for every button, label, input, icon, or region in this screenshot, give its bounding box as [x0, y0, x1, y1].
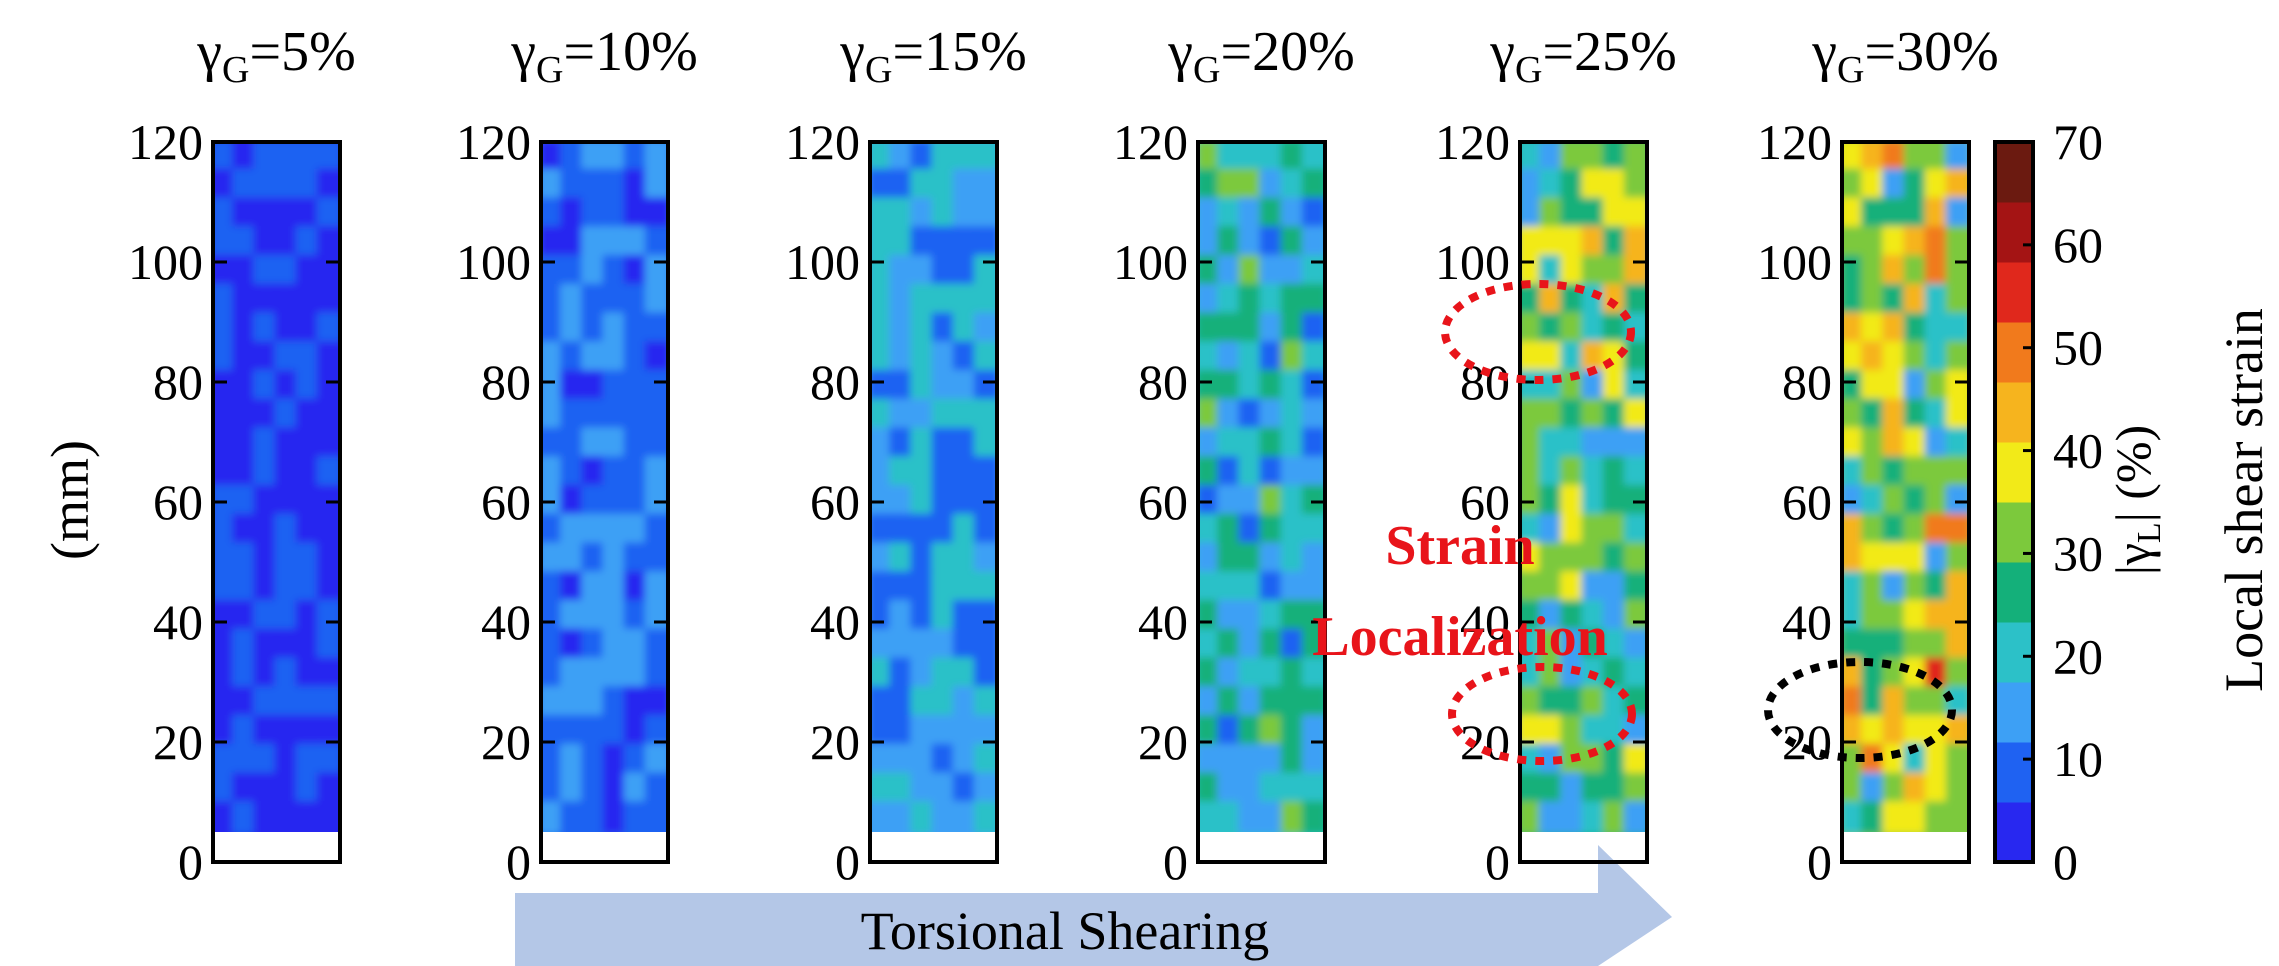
colorbar-segment [1995, 442, 2033, 503]
colorbar-tick-label: 0 [2053, 834, 2078, 890]
annotation-localization: Localization [1312, 606, 1608, 668]
colorbar-tick-label: 10 [2053, 731, 2103, 787]
y-tick-label: 60 [810, 474, 860, 530]
y-tick-label: 0 [178, 834, 203, 890]
panel-title: γG=15% [839, 21, 1026, 91]
y-tick-label: 120 [128, 114, 203, 170]
colorbar-segment [1995, 202, 2033, 263]
colorbar-segment [1995, 382, 2033, 443]
colorbar-segment [1995, 322, 2033, 383]
y-tick-label: 120 [1113, 114, 1188, 170]
y-tick-label: 20 [810, 714, 860, 770]
strain-field [870, 142, 997, 832]
y-axis-label: (mm) [40, 440, 100, 560]
y-tick-label: 120 [1435, 114, 1510, 170]
panel-title: γG=25% [1489, 21, 1676, 91]
y-tick-label: 120 [456, 114, 531, 170]
contour-panel-1: 0 20 40 60 80 100 120 γG=5% [128, 21, 356, 890]
colorbar-segment [1995, 742, 2033, 803]
colorbar-tick-label: 70 [2053, 114, 2103, 170]
y-tick-label: 100 [785, 234, 860, 290]
y-tick-label: 100 [1757, 234, 1832, 290]
y-tick-label: 60 [1138, 474, 1188, 530]
y-tick-label: 60 [153, 474, 203, 530]
y-tick-label: 100 [1113, 234, 1188, 290]
y-tick-label: 80 [1782, 354, 1832, 410]
y-tick-label: 20 [1138, 714, 1188, 770]
localization-marker-upper [1441, 280, 1635, 384]
y-tick-label: 120 [785, 114, 860, 170]
y-tick-label: 20 [481, 714, 531, 770]
y-tick-label: 100 [1435, 234, 1510, 290]
strain-field [1520, 142, 1647, 832]
y-tick-label: 100 [456, 234, 531, 290]
y-tick-label: 0 [1807, 834, 1832, 890]
y-tick-label: 40 [1782, 594, 1832, 650]
panel-title: γG=30% [1811, 21, 1998, 91]
colorbar-symbol-label: |γL| (%) [2105, 425, 2168, 575]
y-tick-label: 0 [506, 834, 531, 890]
colorbar-tick-label: 20 [2053, 628, 2103, 684]
strain-field [213, 142, 340, 832]
strain-localization-annotation: Strain Localization [1312, 280, 1956, 765]
y-tick-label: 60 [1782, 474, 1832, 530]
annotation-strain: Strain [1385, 515, 1534, 577]
y-tick-label: 60 [1460, 474, 1510, 530]
y-tick-label: 20 [153, 714, 203, 770]
colorbar-segment [1995, 262, 2033, 323]
y-tick-label: 40 [153, 594, 203, 650]
colorbar-tick-label: 60 [2053, 217, 2103, 273]
contour-panel-2: 0 20 40 60 80 100 120 γG=10% [456, 21, 698, 890]
colorbar-text-label: Local shear strain [2214, 308, 2274, 692]
torsional-shearing-arrow: Torsional Shearing [515, 845, 1672, 966]
localization-marker-lower [1448, 663, 1636, 765]
y-tick-label: 80 [1138, 354, 1188, 410]
colorbar-tick-label: 40 [2053, 423, 2103, 479]
y-tick-label: 0 [1163, 834, 1188, 890]
panel-title: γG=10% [510, 21, 697, 91]
contour-panel-3: 0 20 40 60 80 100 120 γG=15% [785, 21, 1027, 890]
y-tick-label: 40 [1138, 594, 1188, 650]
y-tick-label: 40 [481, 594, 531, 650]
y-tick-label: 0 [835, 834, 860, 890]
y-tick-label: 60 [481, 474, 531, 530]
colorbar-segment [1995, 682, 2033, 743]
localization-marker-black [1764, 658, 1956, 762]
y-tick-label: 120 [1757, 114, 1832, 170]
arrow-shape [515, 845, 1672, 966]
panel-title: γG=5% [196, 21, 355, 91]
panel-title: γG=20% [1167, 21, 1354, 91]
y-tick-label: 80 [481, 354, 531, 410]
y-tick-label: 80 [810, 354, 860, 410]
y-tick-label: 100 [128, 234, 203, 290]
colorbar-segment [1995, 142, 2033, 203]
colorbar: 0 10 20 30 40 50 60 70 |γL| (%) Local shear strai… [1993, 114, 2274, 890]
colorbar-segment [1995, 622, 2033, 683]
y-tick-label: 0 [1485, 834, 1510, 890]
y-tick-label: 80 [153, 354, 203, 410]
strain-field [1198, 142, 1325, 832]
y-tick-label: 40 [810, 594, 860, 650]
strain-field [541, 142, 668, 832]
colorbar-segment [1995, 802, 2033, 863]
y-tick-label: 40 [1460, 594, 1510, 650]
colorbar-frame [1993, 140, 2035, 864]
contour-panel-4: 0 20 40 60 80 100 120 γG=20% [1113, 21, 1355, 890]
colorbar-tick-label: 50 [2053, 320, 2103, 376]
colorbar-segment [1995, 562, 2033, 623]
arrow-text: Torsional Shearing [861, 901, 1270, 961]
colorbar-tick-label: 30 [2053, 525, 2103, 581]
